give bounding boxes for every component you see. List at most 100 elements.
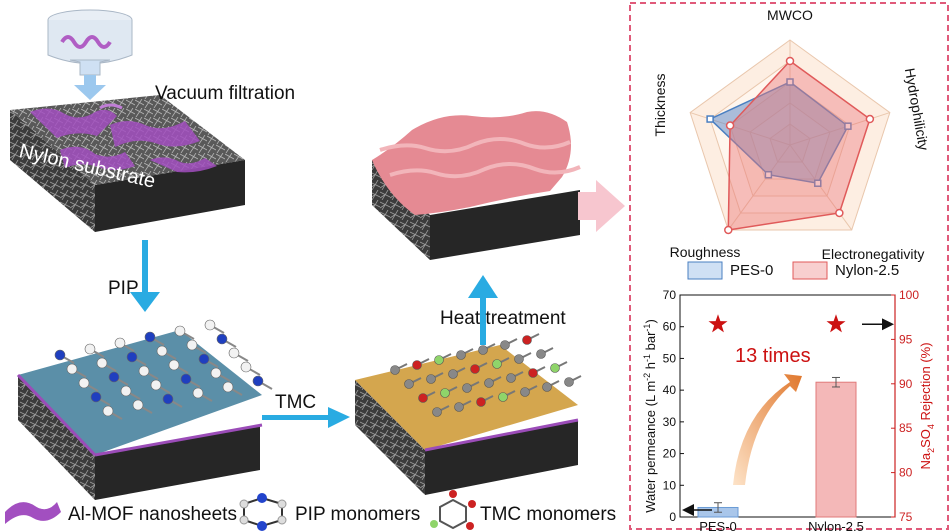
pip-block [16,330,263,500]
increase-arrow [733,374,802,485]
tmc-atom [520,387,530,397]
y2-axis-label: Na2SO4 Rejection (%) [918,342,936,469]
radar-point [786,78,794,86]
tmc-atom [456,350,466,360]
radar-point [865,114,875,124]
y2-tick-label: 95 [899,332,913,346]
radar-point [724,225,733,235]
heat-treatment-label: Heat treatment [440,308,566,329]
y-tick-label: 40 [663,383,677,397]
y2-tick-label: 100 [899,288,919,302]
y2-tick-label: 75 [899,510,913,524]
pip-atom [108,371,120,383]
tmc-atom [492,359,502,369]
x-tick-label: Nylon-2.5 [808,519,864,531]
radar-axis-label: Thickness [652,73,668,136]
vacuum-funnel-icon [47,9,133,100]
tmc-atom [470,364,480,374]
tmc-atom [564,377,574,387]
tmc-atom [500,340,510,350]
membrane-block [372,111,581,260]
pip-atom [240,361,252,373]
tmc-block [355,345,579,495]
pip-atom [150,379,162,391]
radar-axis-label: Electronegativity [822,246,925,262]
pip-atom [210,367,222,379]
radar-point [785,56,795,66]
y2-tick-label: 85 [899,421,913,435]
pip-atom [126,351,138,363]
pip-atom [96,357,108,369]
substrate-block [10,95,245,232]
pip-atom [78,377,90,389]
y-tick-label: 30 [663,415,677,429]
pip-atom [252,375,264,387]
pip-atom [180,373,192,385]
radar-axis-label: MWCO [767,7,813,23]
pip-label: PIP [108,278,139,299]
tmc-atom [418,393,428,403]
tmc-monomer-icon [430,490,476,530]
tmc-atom [528,368,538,378]
x-tick-label: PES-0 [699,519,737,531]
pip-atom [84,343,96,355]
y-tick-label: 50 [663,351,677,365]
pip-atom [102,405,114,417]
tmc-atom [412,360,422,370]
pip-atom [192,387,204,399]
y-tick-label: 20 [663,447,677,461]
pip-atom [66,363,78,375]
y-tick-label: 60 [663,320,677,334]
tmc-atom [498,392,508,402]
pip-atom [120,385,132,397]
pip-atom [162,393,174,405]
tmc-label: TMC [275,392,317,413]
tmc-atom [536,349,546,359]
pip-atom [132,399,144,411]
pip-atom [222,381,234,393]
pink-arrow [578,180,625,232]
radar-point [844,122,852,130]
radar-point [706,115,714,123]
legend-mof-label: Al-MOF nanosheets [68,504,237,525]
pip-atom [114,337,126,349]
pip-atom [54,349,66,361]
tmc-molecules [390,333,582,417]
tmc-atom [514,354,524,364]
pip-monomer-icon [239,493,287,531]
radar-point [764,170,773,179]
tmc-atom [462,383,472,393]
y2-tick-label: 90 [899,377,913,391]
annotation-13-times: 13 times [735,345,811,367]
y-tick-label: 70 [663,288,677,302]
pip-atom [228,347,240,359]
tmc-atom [522,335,532,345]
radar-series-1 [727,60,871,231]
radar-legend-nylon: Nylon-2.5 [835,262,900,279]
pip-atom [216,333,228,345]
tmc-arrow [262,407,350,428]
tmc-atom [478,345,488,355]
tmc-atom [550,363,560,373]
tmc-atom [484,378,494,388]
pip-atom [138,365,150,377]
y-tick-label: 0 [669,510,676,524]
tmc-atom [506,373,516,383]
pip-atom [174,325,186,337]
pip-atom [204,319,216,331]
radar-series-0 [708,81,849,185]
rejection-star [708,314,728,333]
heat-arrow [468,275,498,345]
pip-atom [186,339,198,351]
pip-atom [156,345,168,357]
vacuum-filtration-label: Vacuum filtration [155,83,296,104]
radar-legend [687,261,828,280]
radar-legend-pes: PES-0 [730,262,774,279]
legend-pip-label: PIP monomers [295,504,421,525]
pip-atom [90,391,102,403]
mof-sheet-surface [99,103,123,110]
radar-axis-label: Roughness [670,244,741,260]
pip-atom [168,359,180,371]
tmc-atom [476,397,486,407]
